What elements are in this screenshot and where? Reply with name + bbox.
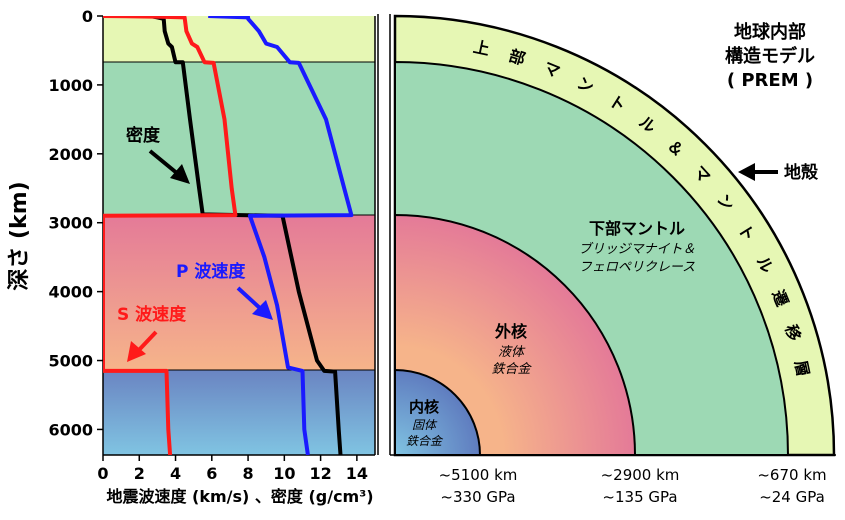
upper-mantle-label-char: ル bbox=[753, 253, 777, 276]
inner-core-region bbox=[394, 368, 482, 456]
density-arrow bbox=[148, 149, 190, 184]
p-wave-arrow bbox=[236, 286, 273, 320]
upper-mantle-label-char: ン bbox=[574, 73, 597, 97]
y-tick-label: 3000 bbox=[48, 214, 93, 233]
inner-core-sub-1: 固体 bbox=[412, 418, 438, 432]
y-tick-label: 0 bbox=[82, 7, 93, 26]
depth-670: ~670 km bbox=[757, 466, 826, 484]
y-tick-label: 2000 bbox=[48, 145, 93, 164]
y-tick-label: 6000 bbox=[48, 420, 93, 439]
x-tick-label: 6 bbox=[206, 464, 217, 483]
s-wave-label: S 波速度 bbox=[117, 304, 187, 325]
x-tick-label: 4 bbox=[170, 464, 181, 483]
upper-mantle-label-char: マ bbox=[541, 58, 563, 82]
x-tick-label: 10 bbox=[273, 464, 295, 483]
lower-mantle-label: 下部マントル bbox=[589, 219, 685, 238]
pressure-24: ~24 GPa bbox=[759, 488, 825, 506]
x-tick-label: 12 bbox=[309, 464, 331, 483]
upper-mantle-label-char: 部 bbox=[507, 46, 528, 69]
outer-core-sub-2: 鉄合金 bbox=[491, 361, 532, 377]
pressure-135: ~135 GPa bbox=[602, 488, 677, 506]
inner-core-sub-2: 鉄合金 bbox=[406, 434, 444, 448]
y-axis-label: 深さ (km) bbox=[7, 181, 32, 290]
x-tick-label: 14 bbox=[346, 464, 368, 483]
title-line-2: 構造モデル bbox=[725, 45, 815, 67]
x-tick-label: 8 bbox=[242, 464, 253, 483]
y-tick-label: 5000 bbox=[48, 352, 93, 371]
lower-mantle-sub-1: ブリッジマナイト＆ bbox=[578, 241, 695, 257]
band-outer-core bbox=[103, 215, 375, 370]
title-line-1: 地球内部 bbox=[734, 21, 806, 43]
depth-2900: ~2900 km bbox=[601, 466, 680, 484]
outer-core-label: 外核 bbox=[494, 322, 527, 341]
series-line-0 bbox=[149, 16, 343, 455]
series-line-2 bbox=[103, 16, 238, 455]
p-wave-label: P 波速度 bbox=[176, 261, 246, 282]
crust-label: 地殻 bbox=[784, 162, 819, 183]
x-tick-label: 0 bbox=[97, 464, 108, 483]
density-label: 密度 bbox=[126, 125, 161, 146]
series-layer bbox=[103, 16, 354, 455]
upper-mantle-label-char: 上 bbox=[472, 37, 492, 59]
title-line-3: ( PREM ) bbox=[727, 70, 813, 91]
depth-5100: ~5100 km bbox=[439, 466, 518, 484]
panel-gap bbox=[378, 10, 390, 457]
band-upper-mantle bbox=[103, 16, 375, 62]
band-inner-core bbox=[103, 370, 375, 455]
pressure-330: ~330 GPa bbox=[440, 488, 515, 506]
s-wave-arrow bbox=[127, 330, 158, 362]
earth-cross-section bbox=[390, 14, 836, 457]
lower-mantle-sub-2: フェロペリクレース bbox=[579, 260, 695, 275]
inner-core-label: 内核 bbox=[409, 398, 439, 416]
series-line-1 bbox=[208, 16, 354, 455]
tick-layer: 0 1000 2000 3000 4000 5000 6000 0 2 4 6 8 10 12 14 bbox=[48, 7, 368, 483]
outer-core-sub-1: 液体 bbox=[498, 345, 526, 360]
y-tick-label: 4000 bbox=[48, 283, 93, 302]
upper-mantle-label-char: 層 bbox=[791, 359, 813, 379]
upper-mantle-label-char: 遷 bbox=[768, 287, 792, 309]
x-tick-label: 2 bbox=[134, 464, 145, 483]
upper-mantle-label-char: 移 bbox=[781, 322, 804, 343]
x-axis-label: 地震波速度 (km/s) 、密度 (g/cm³) bbox=[106, 487, 373, 506]
y-tick-label: 1000 bbox=[48, 76, 93, 95]
crust-arrow bbox=[738, 163, 778, 181]
